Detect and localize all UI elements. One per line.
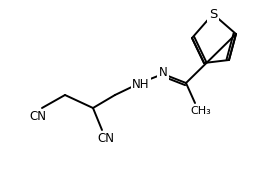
Text: CN: CN <box>30 109 46 123</box>
Text: N: N <box>159 66 167 80</box>
Text: CN: CN <box>97 132 115 144</box>
Text: CH₃: CH₃ <box>191 106 211 116</box>
Text: S: S <box>209 7 217 21</box>
Text: NH: NH <box>132 78 150 90</box>
